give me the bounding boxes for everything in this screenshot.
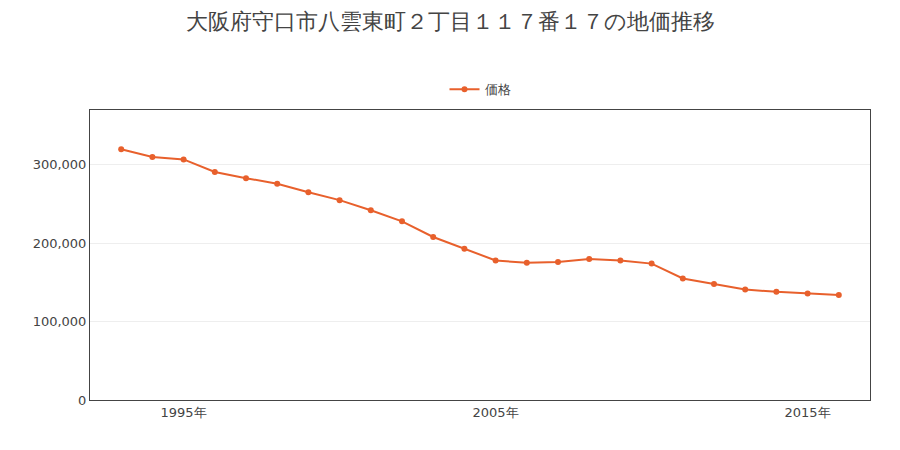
svg-text:0: 0 [78, 393, 86, 408]
svg-text:300,000: 300,000 [33, 157, 87, 172]
svg-text:100,000: 100,000 [33, 314, 87, 329]
svg-text:価格: 価格 [485, 82, 511, 97]
svg-text:1995年: 1995年 [161, 405, 207, 420]
svg-text:大阪府守口市八雲東町２丁目１１７番１７の地価推移: 大阪府守口市八雲東町２丁目１１７番１７の地価推移 [186, 9, 715, 34]
svg-text:2015年: 2015年 [785, 405, 831, 420]
svg-text:2005年: 2005年 [473, 405, 519, 420]
svg-text:200,000: 200,000 [33, 236, 87, 251]
